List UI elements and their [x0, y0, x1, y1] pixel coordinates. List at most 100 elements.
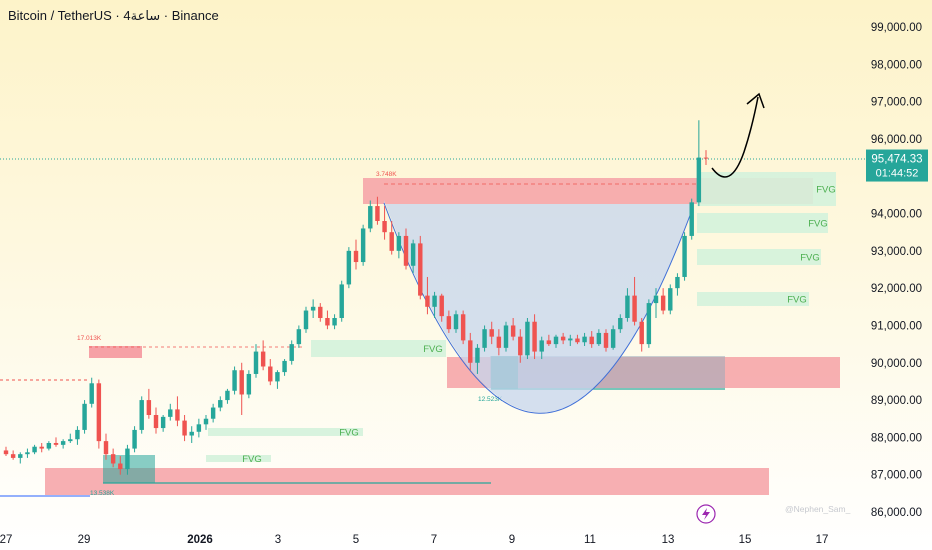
candle-body — [125, 448, 130, 470]
candle-body — [3, 450, 9, 455]
candle-body — [546, 340, 552, 345]
candle-body — [232, 370, 237, 391]
candle-body — [368, 206, 373, 229]
y-tick-label: 89,000.00 — [871, 395, 922, 407]
candle-body — [96, 383, 102, 442]
candle-body — [318, 306, 323, 318]
candle-body — [332, 318, 337, 326]
candle-body — [339, 284, 344, 318]
candle-body — [510, 325, 516, 337]
candle-body — [239, 370, 244, 395]
chart-title: Bitcoin / TetherUS · 4ساعة · Binance — [8, 8, 219, 23]
overlay-layer: @Nephen_Sam_ — [696, 92, 851, 524]
candle-body — [518, 336, 523, 356]
candle-body — [275, 372, 280, 382]
fvg-box — [697, 172, 836, 206]
candle-body — [75, 429, 80, 440]
candle-body — [246, 373, 252, 395]
candle-body — [225, 390, 230, 401]
volume-label: 12.523K — [478, 396, 503, 403]
candle-body — [425, 295, 430, 307]
candle-body — [689, 202, 694, 236]
candle-body — [53, 442, 59, 445]
candle-body — [453, 314, 459, 330]
candle-body — [446, 316, 452, 330]
candle-body — [282, 360, 287, 373]
x-tick-label: 29 — [78, 534, 91, 546]
candle-body — [703, 157, 709, 159]
candle-body — [353, 250, 359, 263]
candle-body — [303, 310, 309, 330]
y-tick-label: 93,000.00 — [871, 246, 922, 258]
countdown-label: 01:44:52 — [876, 168, 919, 180]
candle-body — [410, 243, 416, 266]
candle-body — [496, 336, 502, 348]
candle-body — [639, 321, 644, 345]
candle-body — [153, 415, 159, 429]
candle-body — [139, 400, 144, 430]
candle-body — [360, 228, 366, 263]
y-tick-label: 88,000.00 — [871, 432, 922, 444]
arrow-head-icon — [746, 92, 765, 109]
candle-body — [182, 420, 187, 436]
y-tick-label: 92,000.00 — [871, 283, 922, 295]
candle-body — [618, 318, 623, 330]
candle-body — [532, 321, 537, 352]
candle-body — [25, 452, 30, 455]
x-tick-label: 15 — [739, 534, 752, 546]
candle-body — [210, 407, 216, 419]
candle-body — [418, 243, 423, 296]
fvg-label: FVG — [242, 454, 262, 465]
candle-body — [503, 325, 509, 348]
fvg-label: FVG — [787, 295, 807, 306]
cup-pattern-bowl — [384, 200, 692, 413]
fvg-box — [311, 340, 446, 357]
candle-body — [60, 441, 66, 445]
x-tick-label: 7 — [431, 534, 437, 546]
candle-body — [682, 235, 687, 277]
x-tick-label: 3 — [275, 534, 281, 546]
candle-body — [539, 340, 544, 352]
x-tick-label: 2026 — [187, 534, 213, 546]
time-axis: 27 29 2026 3 5 7 9 11 13 15 17 — [0, 534, 828, 546]
candle-body — [468, 340, 473, 363]
candle-body — [589, 336, 594, 345]
candle-body — [89, 383, 94, 404]
candle-body — [403, 235, 409, 266]
fvg-box — [697, 213, 828, 233]
supply-zone-left — [89, 346, 142, 358]
candle-body — [110, 454, 116, 464]
fvg-box — [697, 292, 809, 306]
x-tick-label: 13 — [662, 534, 675, 546]
candle-body — [325, 318, 330, 326]
candle-body — [32, 446, 37, 453]
fvg-label: FVG — [808, 219, 828, 230]
y-tick-label: 99,000.00 — [871, 22, 922, 34]
candle-body — [146, 400, 152, 415]
candle-body — [289, 344, 294, 361]
candle-body — [375, 206, 380, 221]
candle-body — [610, 329, 616, 348]
candle-body — [310, 306, 316, 311]
price-axis: 99,000.00 98,000.00 97,000.00 96,000.00 94,0… — [866, 22, 928, 519]
candle-body — [389, 232, 394, 251]
y-tick-label: 98,000.00 — [871, 59, 922, 71]
candles-layer — [3, 120, 709, 475]
x-tick-label: 9 — [509, 534, 515, 546]
volume-label: 3.748K — [376, 171, 397, 178]
candle-body — [253, 351, 259, 374]
candle-body — [82, 403, 87, 430]
fvg-label: FVG — [800, 253, 820, 264]
candle-body — [160, 416, 166, 429]
candle-body — [260, 351, 266, 367]
watermark-label: @Nephen_Sam_ — [785, 504, 851, 514]
candle-body — [18, 454, 23, 458]
current-price-tag — [866, 149, 928, 182]
candle-body — [475, 347, 480, 363]
candle-body — [489, 329, 494, 337]
candle-body — [646, 303, 652, 345]
candle-body — [675, 276, 680, 289]
candle-body — [560, 336, 566, 341]
x-tick-label: 27 — [0, 534, 12, 546]
